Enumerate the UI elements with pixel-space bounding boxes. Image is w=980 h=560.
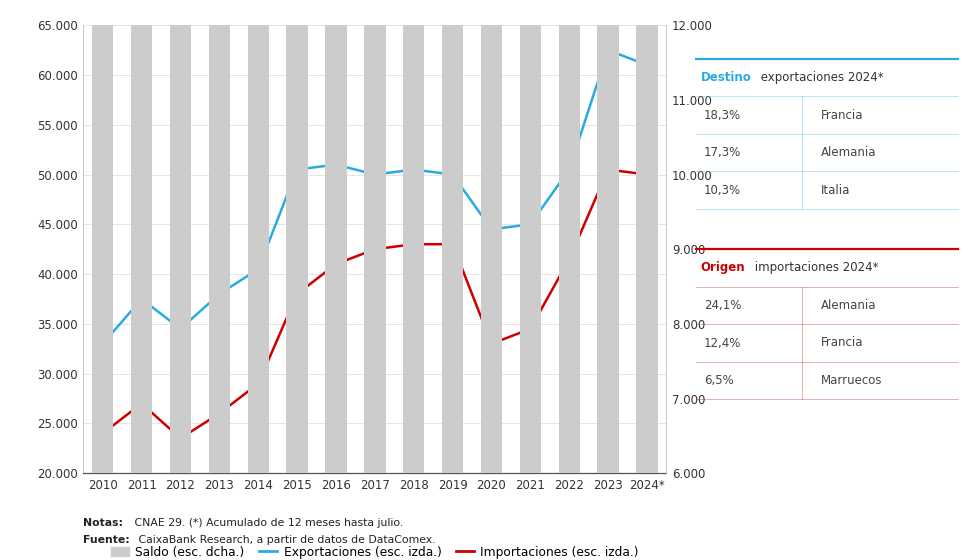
Bar: [325, 0, 347, 560]
Bar: [598, 0, 618, 560]
Bar: [170, 0, 191, 560]
Bar: [403, 0, 424, 560]
Text: Marruecos: Marruecos: [821, 374, 883, 387]
Text: Fuente:: Fuente:: [83, 535, 130, 545]
Text: 18,3%: 18,3%: [704, 109, 741, 122]
Text: 12,4%: 12,4%: [704, 337, 741, 349]
Text: 24,1%: 24,1%: [704, 299, 741, 312]
Bar: [636, 0, 658, 560]
Text: Origen: Origen: [701, 261, 746, 274]
Bar: [92, 0, 114, 560]
Text: Destino: Destino: [701, 71, 752, 84]
Bar: [442, 0, 464, 560]
Bar: [559, 0, 580, 560]
Legend: Saldo (esc. dcha.), Exportaciones (esc. izda.), Importaciones (esc. izda.): Saldo (esc. dcha.), Exportaciones (esc. …: [106, 540, 644, 560]
Text: CNAE 29. (*) Acumulado de 12 meses hasta julio.: CNAE 29. (*) Acumulado de 12 meses hasta…: [131, 517, 404, 528]
Bar: [286, 0, 308, 560]
Bar: [519, 0, 541, 560]
Text: exportaciones 2024*: exportaciones 2024*: [757, 71, 883, 84]
Text: Francia: Francia: [821, 109, 863, 122]
Text: importaciones 2024*: importaciones 2024*: [751, 261, 878, 274]
Bar: [131, 0, 152, 560]
Text: Italia: Italia: [821, 184, 851, 197]
Bar: [248, 0, 269, 560]
Text: Francia: Francia: [821, 337, 863, 349]
Text: Notas:: Notas:: [83, 517, 123, 528]
Bar: [365, 0, 385, 560]
Text: CaixaBank Research, a partir de datos de DataComex.: CaixaBank Research, a partir de datos de…: [135, 535, 436, 545]
Bar: [481, 0, 502, 560]
Text: 6,5%: 6,5%: [704, 374, 733, 387]
Bar: [209, 0, 230, 560]
Text: 10,3%: 10,3%: [704, 184, 741, 197]
Text: Alemania: Alemania: [821, 299, 877, 312]
Text: Alemania: Alemania: [821, 146, 877, 159]
Text: 17,3%: 17,3%: [704, 146, 741, 159]
